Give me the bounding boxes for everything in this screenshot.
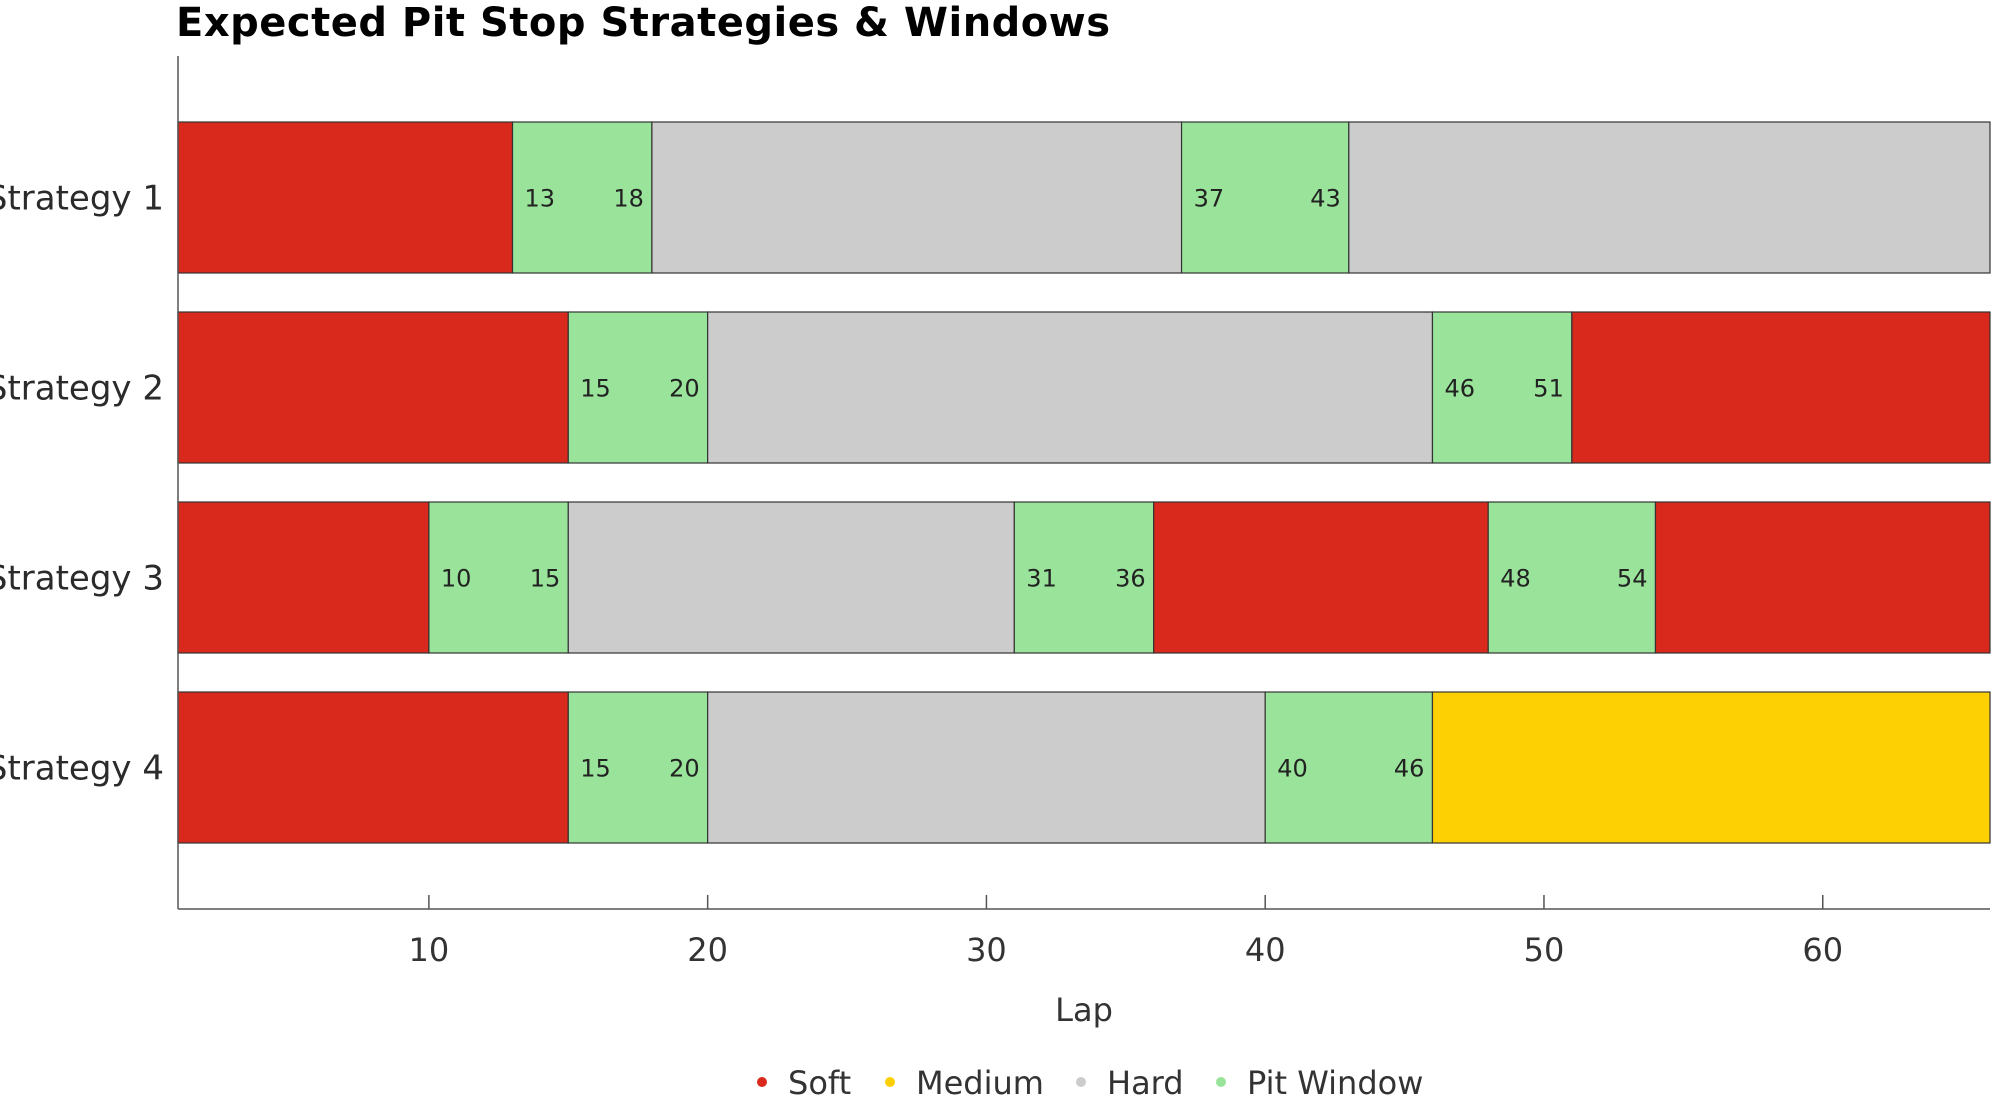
hard-stint-segment	[651, 121, 1183, 274]
hard-stint-segment	[1348, 121, 1991, 274]
pit-window-segment	[1180, 121, 1350, 274]
pit-window-end-label: 15	[530, 565, 561, 593]
x-tick-label: 20	[687, 931, 728, 969]
chart-title: Expected Pit Stop Strategies & Windows	[176, 0, 1111, 46]
y-tick-label: Strategy 2	[0, 369, 164, 409]
pit-window-segment	[567, 691, 709, 844]
pit-window-segment	[1013, 501, 1155, 654]
pit-window-segment	[428, 501, 569, 654]
bars-layer: 13 18 37 43 Strategy 1 15 20 46 51 Strategy 2 10 15…	[0, 121, 1991, 844]
pit-window-start-label: 48	[1500, 565, 1531, 593]
pit-window-segment	[567, 311, 709, 464]
pit-window-legend-marker	[1216, 1077, 1226, 1087]
pit-window-start-label: 31	[1026, 565, 1057, 593]
soft-stint-segment	[177, 691, 569, 844]
soft-stint-segment	[177, 121, 514, 274]
y-tick-label: Strategy 3	[0, 559, 164, 599]
pit-window-start-label: 15	[580, 755, 611, 783]
medium-legend-marker	[885, 1077, 895, 1087]
pit-window-start-label: 37	[1194, 185, 1225, 213]
soft-stint-segment	[1654, 501, 1991, 654]
soft-legend-marker	[757, 1077, 767, 1087]
strategy-row: 15 20 40 46 Strategy 4	[0, 691, 1991, 844]
pit-window-segment	[1431, 311, 1573, 464]
soft-stint-segment	[177, 311, 569, 464]
pit-window-end-label: 46	[1394, 755, 1425, 783]
soft-stint-segment	[177, 501, 430, 654]
soft-stint-segment	[1153, 501, 1489, 654]
pit-window-segment	[1487, 501, 1657, 654]
legend-label: Medium	[916, 1064, 1044, 1101]
pit-window-segment	[1264, 691, 1434, 844]
pit-window-end-label: 36	[1115, 565, 1146, 593]
pit-window-end-label: 18	[613, 185, 644, 213]
hard-stint-segment	[567, 501, 1015, 654]
pit-window-end-label: 54	[1617, 565, 1648, 593]
x-tick-label: 40	[1245, 931, 1286, 969]
strategy-row: 10 15 31 36 48 54 Strategy 3	[0, 501, 1991, 654]
pit-window-end-label: 20	[669, 755, 700, 783]
legend: Soft Medium Hard Pit Window	[757, 1064, 1423, 1101]
legend-label: Pit Window	[1247, 1064, 1423, 1101]
legend-label: Soft	[788, 1064, 851, 1101]
axes-layer: 10 20 30 40 50 60	[177, 56, 1990, 969]
x-tick-label: 50	[1524, 931, 1565, 969]
pit-window-start-label: 15	[580, 375, 611, 403]
y-tick-label: Strategy 1	[0, 179, 164, 219]
x-tick-label: 30	[966, 931, 1007, 969]
pit-window-start-label: 46	[1444, 375, 1475, 403]
pit-window-end-label: 20	[669, 375, 700, 403]
pit-window-start-label: 10	[441, 565, 472, 593]
y-tick-label: Strategy 4	[0, 749, 164, 789]
pit-window-segment	[511, 121, 653, 274]
medium-stint-segment	[1431, 691, 1991, 844]
strategy-row: 15 20 46 51 Strategy 2	[0, 311, 1991, 464]
pit-window-end-label: 51	[1533, 375, 1564, 403]
pit-window-end-label: 43	[1310, 185, 1341, 213]
soft-stint-segment	[1571, 311, 1991, 464]
hard-stint-segment	[707, 311, 1434, 464]
legend-label: Hard	[1107, 1064, 1184, 1101]
pit-window-start-label: 13	[525, 185, 556, 213]
hard-stint-segment	[707, 691, 1266, 844]
strategy-row: 13 18 37 43 Strategy 1	[0, 121, 1991, 274]
x-tick-label: 10	[409, 931, 450, 969]
x-tick-label: 60	[1802, 931, 1843, 969]
hard-legend-marker	[1076, 1077, 1086, 1087]
pit-window-start-label: 40	[1277, 755, 1308, 783]
x-axis-label: Lap	[1055, 991, 1113, 1029]
